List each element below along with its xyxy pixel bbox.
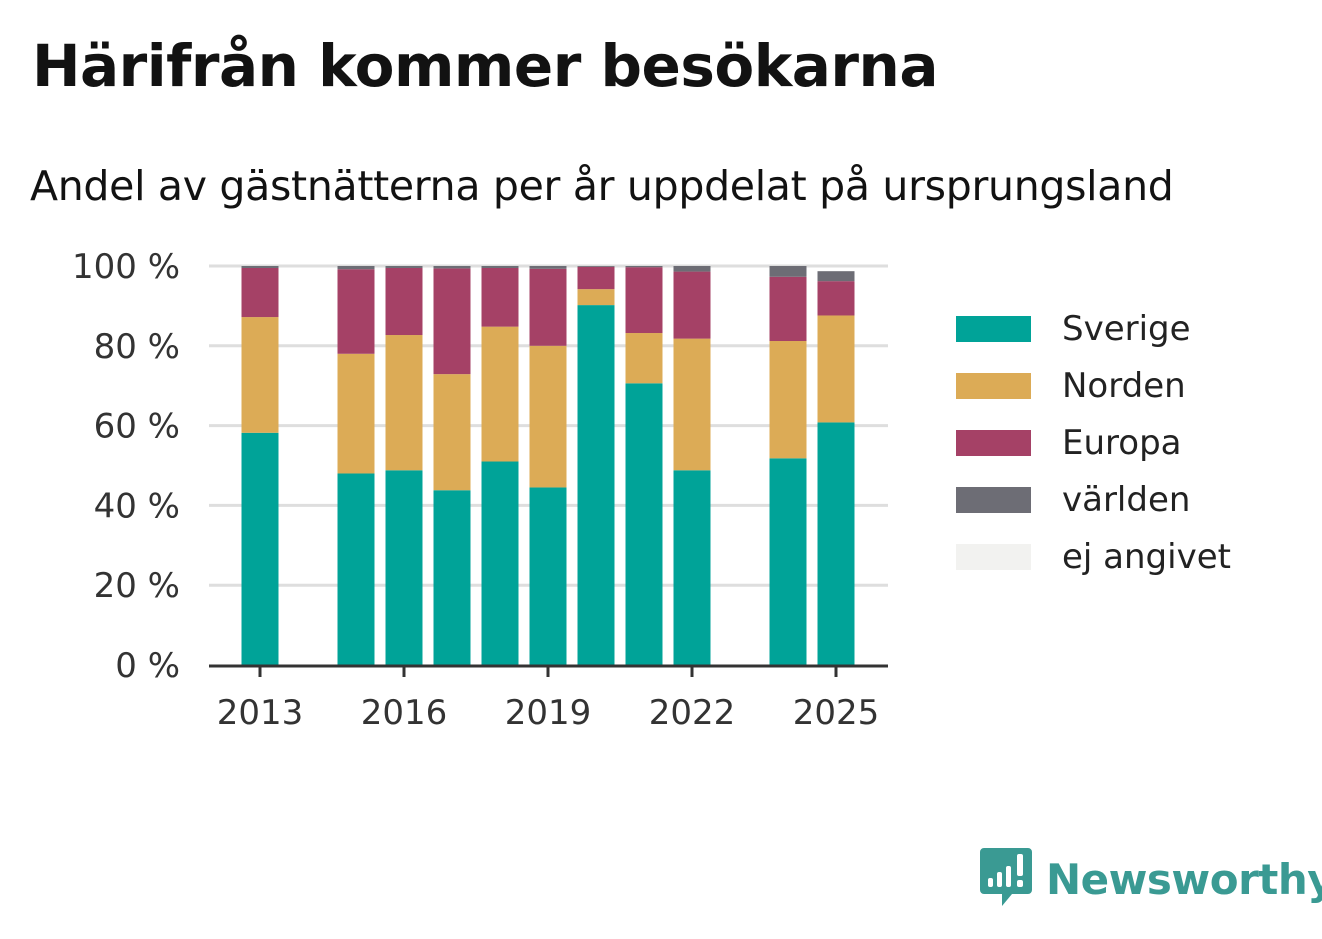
bar-segment	[337, 473, 375, 665]
legend-item: världen	[956, 471, 1231, 528]
x-tick-label: 2016	[361, 693, 448, 733]
x-tick-label: 2019	[505, 693, 592, 733]
legend-swatch	[956, 486, 1031, 513]
bar-segment	[769, 266, 807, 277]
bar-segment	[241, 266, 279, 268]
bar-segment	[529, 487, 567, 665]
bar-segment	[577, 289, 615, 306]
bar-segment	[481, 326, 519, 462]
legend-item: ej angivet	[956, 528, 1231, 585]
bar-segment	[385, 335, 423, 471]
y-tick-label: 20 %	[94, 566, 180, 606]
bar-segment	[433, 490, 471, 665]
bar-segment	[673, 271, 711, 339]
chart-subtitle: Andel av gästnätterna per år uppdelat på…	[30, 162, 1174, 210]
x-tick-label: 2025	[793, 693, 880, 733]
bar-segment	[385, 470, 423, 665]
legend-item: Europa	[956, 414, 1231, 471]
bar-segment	[817, 281, 855, 316]
bar-segment	[433, 266, 471, 269]
bar-segment	[481, 461, 519, 665]
bar-segment	[625, 383, 663, 665]
bar-segment	[577, 266, 615, 290]
x-tick-label: 2022	[649, 693, 736, 733]
bar-segment	[625, 333, 663, 384]
bar-segment	[241, 267, 279, 318]
bar-segment	[433, 374, 471, 491]
bar-segment	[337, 269, 375, 354]
bar-segment	[769, 458, 807, 665]
legend-item: Norden	[956, 357, 1231, 414]
chart-title: Härifrån kommer besökarna	[32, 32, 938, 100]
legend-swatch	[956, 429, 1031, 456]
bar-segment	[625, 267, 663, 334]
bar-segment	[625, 266, 663, 268]
bar-segment	[577, 305, 615, 665]
y-tick-label: 60 %	[94, 407, 180, 447]
bar-segment	[817, 422, 855, 665]
bar-segment	[241, 432, 279, 665]
bar-segment	[769, 276, 807, 342]
newsworthy-logo-icon	[980, 848, 1032, 906]
x-tick-label: 2013	[217, 693, 304, 733]
legend-label: Norden	[1062, 365, 1186, 406]
y-tick-label: 80 %	[94, 327, 180, 367]
bar-segment	[817, 271, 855, 282]
bar-segment	[529, 345, 567, 488]
bar-segment	[817, 315, 855, 423]
bar-segment	[481, 267, 519, 327]
stacked-bar-chart: 0 % 20 % 40 % 60 % 80 % 100 % 2013 2016 2019 2022…	[72, 247, 888, 733]
chart-legend: Sverige Norden Europa världen ej angivet	[956, 300, 1231, 585]
brand-logo: Newsworthy	[980, 848, 1322, 910]
bar-segment	[769, 341, 807, 459]
legend-swatch	[956, 372, 1031, 399]
legend-label: Sverige	[1062, 308, 1191, 349]
legend-swatch	[956, 543, 1031, 570]
legend-label: Europa	[1062, 422, 1182, 463]
bar-segment	[529, 268, 567, 346]
legend-label: ej angivet	[1062, 536, 1231, 577]
bar-segment	[433, 268, 471, 375]
y-tick-label: 100 %	[72, 247, 180, 287]
bar-segment	[385, 266, 423, 268]
bar-segment	[673, 338, 711, 471]
y-tick-label: 40 %	[94, 486, 180, 526]
bar-segment	[577, 266, 615, 267]
bar-segment	[529, 266, 567, 269]
legend-item: Sverige	[956, 300, 1231, 357]
bar-segment	[385, 267, 423, 336]
bar-segment	[673, 266, 711, 272]
bar-segment	[481, 266, 519, 268]
legend-swatch	[956, 315, 1031, 342]
bar-segment	[337, 353, 375, 474]
y-tick-label: 0 %	[115, 646, 180, 686]
bar-segment	[673, 470, 711, 665]
legend-label: världen	[1062, 479, 1191, 520]
bar-segment	[241, 317, 279, 433]
bar-segment	[337, 266, 375, 270]
brand-name: Newsworthy	[1046, 854, 1322, 904]
